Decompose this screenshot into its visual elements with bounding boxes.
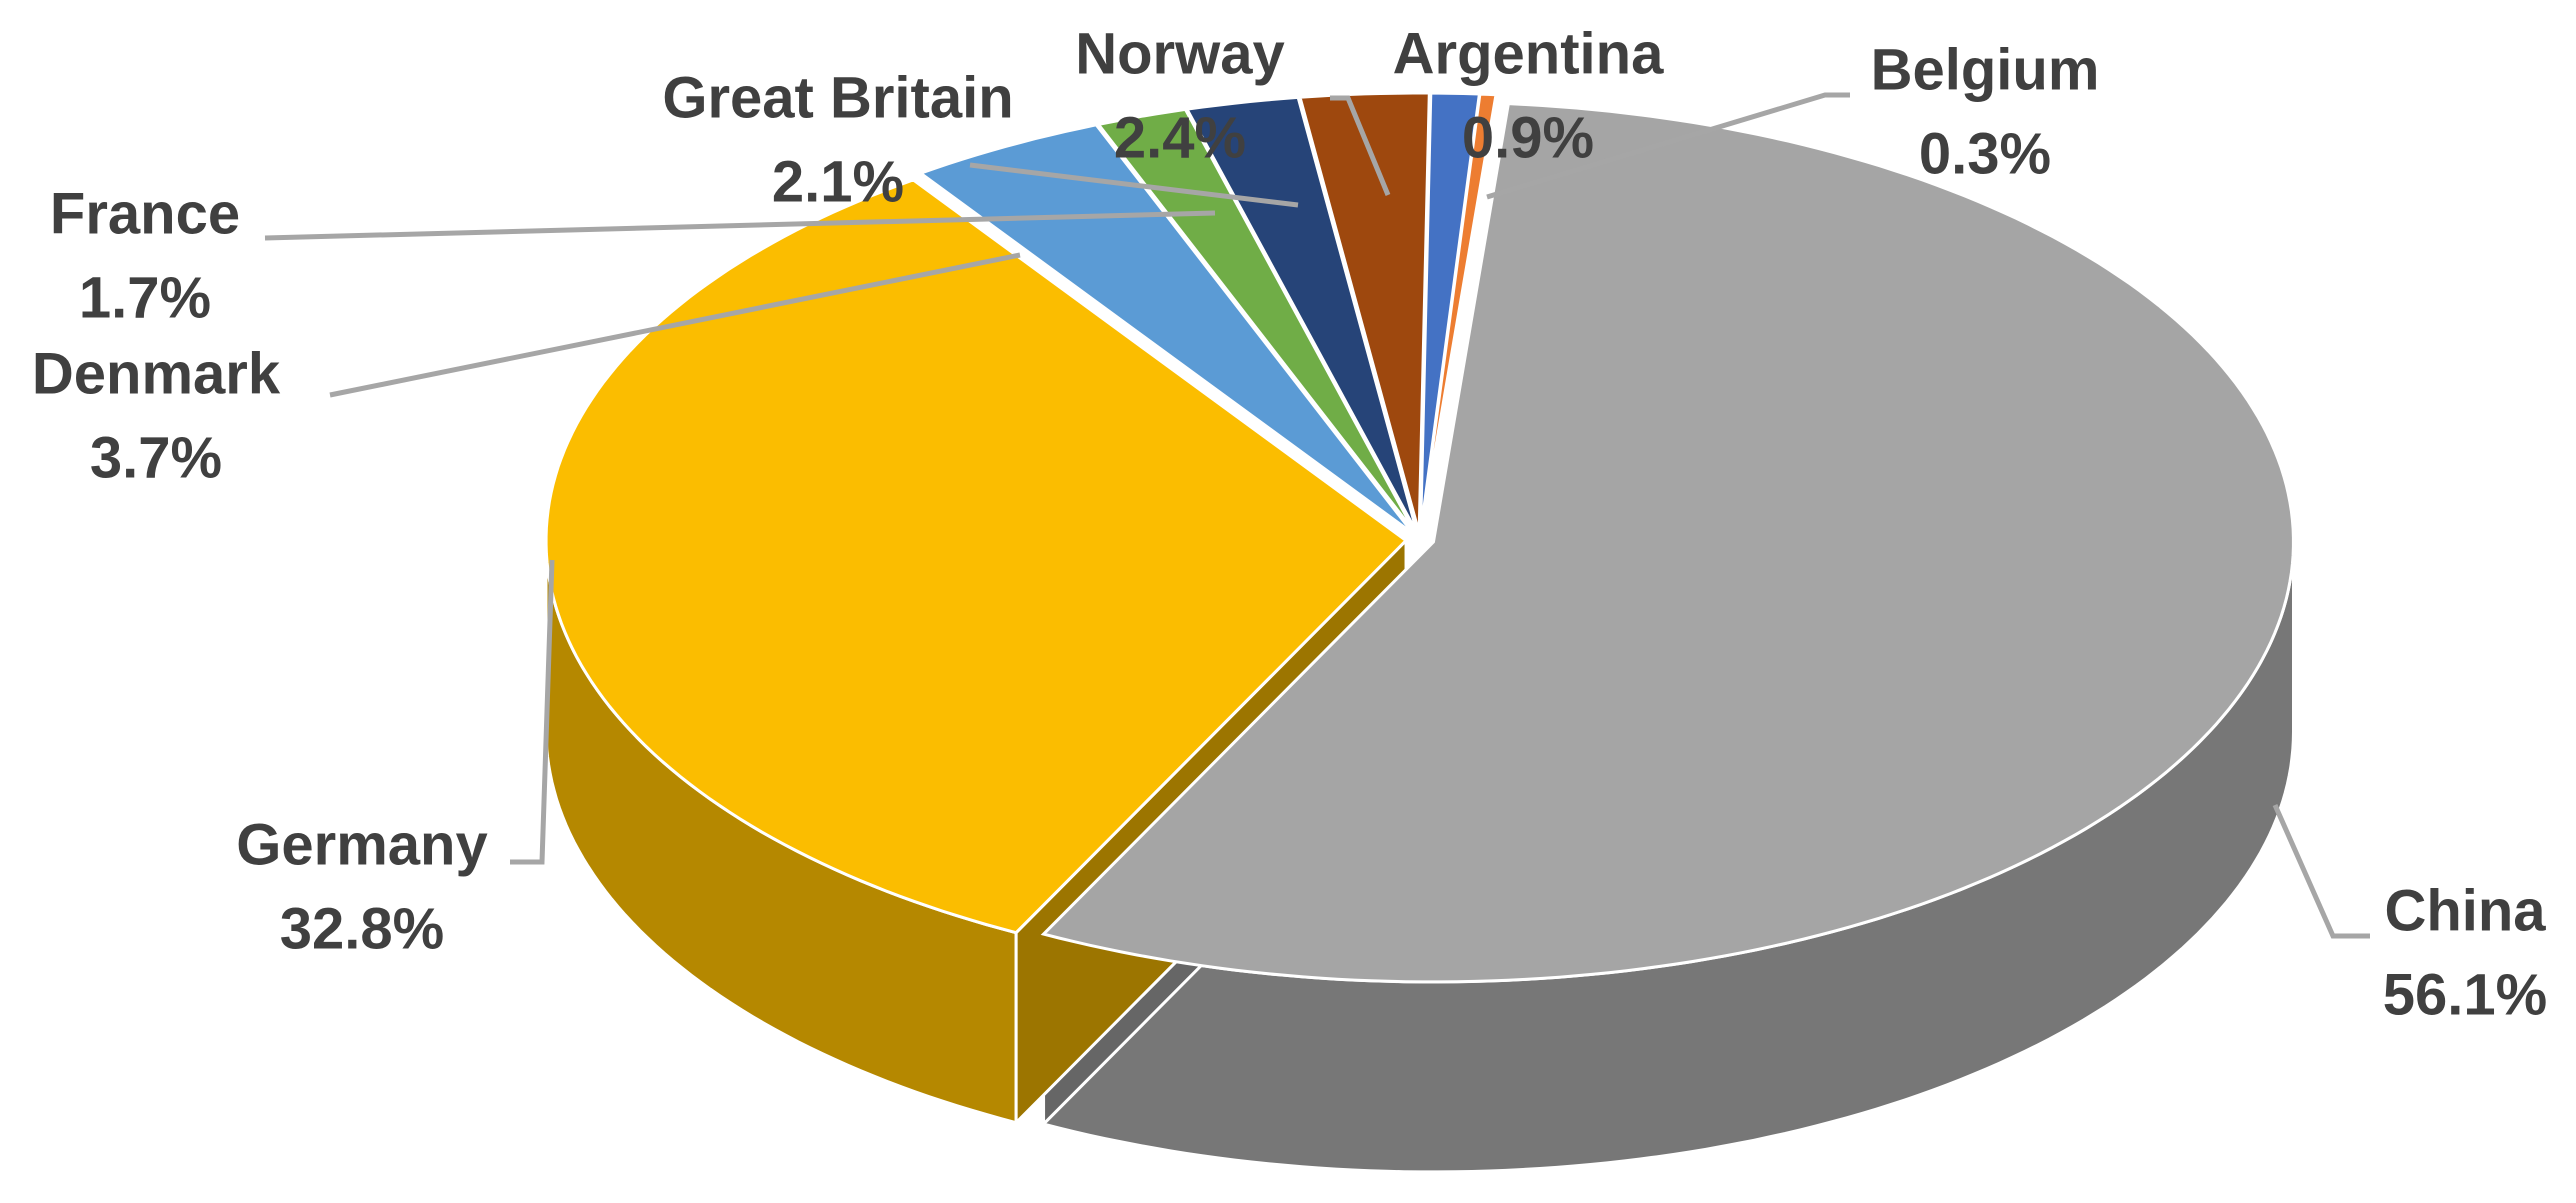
- leader-line: [1486, 92, 1850, 200]
- value-label: 2.1%: [772, 149, 904, 214]
- slice: [544, 178, 1409, 935]
- value-label: 32.8%: [280, 896, 444, 961]
- category-label: Germany: [236, 812, 487, 877]
- value-label: 0.9%: [1462, 105, 1594, 170]
- category-label: France: [50, 181, 240, 246]
- slice: [917, 123, 1415, 536]
- value-label: 56.1%: [2383, 962, 2547, 1027]
- category-label: Denmark: [32, 341, 281, 406]
- category-label: Norway: [1075, 21, 1285, 86]
- leader-line: [1330, 95, 1391, 196]
- slice: [1419, 92, 1498, 534]
- leader-line: [2272, 803, 2370, 939]
- category-label: Great Britain: [662, 65, 1013, 130]
- leader-line: [264, 210, 1216, 241]
- leader-line: [510, 559, 555, 865]
- value-label: 2.4%: [1114, 105, 1246, 170]
- leader-line: [329, 252, 1021, 398]
- category-label: China: [2384, 878, 2546, 943]
- slice: [1040, 102, 2295, 984]
- category-label: Argentina: [1393, 21, 1664, 86]
- labels: China 56.1% Germany 32.8% Denmark 3.7% France 1…: [32, 21, 2547, 1027]
- category-label: Belgium: [1871, 37, 2100, 102]
- value-label: 0.3%: [1919, 121, 2051, 186]
- value-label: 1.7%: [79, 265, 211, 330]
- slice: [1184, 95, 1419, 534]
- leader-line: [969, 162, 1299, 208]
- slice: [1298, 91, 1431, 534]
- value-label: 3.7%: [90, 425, 222, 490]
- pie-tops: [544, 91, 2295, 984]
